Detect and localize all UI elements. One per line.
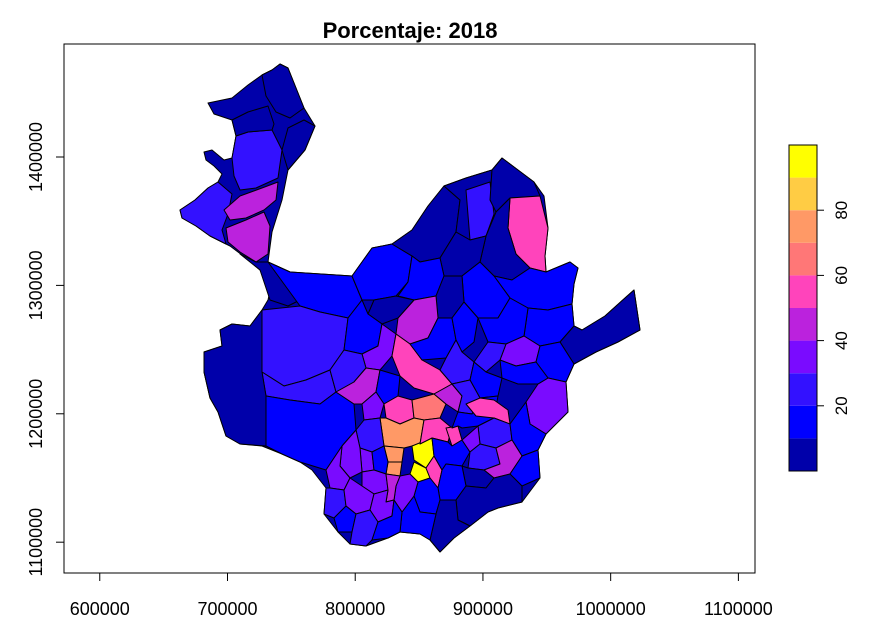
x-axis: 600000 700000 800000 900000 1000000 1100000 — [70, 572, 773, 619]
x-tick-label: 1100000 — [704, 599, 773, 619]
legend-swatch — [789, 145, 817, 178]
municipality-apartado — [223, 181, 279, 221]
y-tick-label: 1400000 — [26, 122, 46, 192]
municipality-carepa — [225, 211, 271, 263]
color-legend: 20 40 60 80 — [788, 144, 851, 472]
legend-tick-label: 80 — [832, 201, 851, 220]
legend-tick-label: 60 — [832, 266, 851, 285]
legend-swatch — [789, 373, 817, 406]
y-tick-label: 1200000 — [26, 379, 46, 449]
municipality-andes — [349, 509, 379, 547]
x-tick-label: 900000 — [453, 599, 513, 619]
y-tick-label: 1300000 — [26, 250, 46, 320]
x-tick-label: 1000000 — [576, 599, 646, 619]
legend-swatch — [789, 177, 817, 211]
municipality-arboletes — [231, 105, 275, 137]
municipality-san-pedro-uraba — [281, 119, 316, 171]
municipality-murindo — [203, 309, 267, 447]
municipality-san-jeronimo — [361, 391, 385, 421]
municipality-yali — [473, 341, 507, 373]
legend-frame — [788, 144, 818, 472]
legend-swatch — [789, 340, 817, 374]
map-title: Porcentaje: 2018 — [323, 18, 498, 43]
antioquia-map — [179, 63, 641, 553]
municipality-caracoli — [499, 359, 549, 385]
legend-tick-label: 20 — [832, 396, 851, 415]
y-tick-label: 1100000 — [26, 508, 46, 577]
y-axis: 1100000 1200000 1300000 1400000 — [26, 122, 65, 577]
legend-swatch — [789, 275, 817, 308]
legend-tick-label: 40 — [832, 331, 851, 350]
municipality-san-roque — [465, 397, 511, 425]
municipality-turbo-north — [261, 63, 305, 119]
municipality-tamesis — [371, 499, 403, 541]
x-tick-label: 800000 — [325, 599, 385, 619]
municipality-caucasia — [465, 181, 495, 241]
x-tick-label: 700000 — [197, 599, 257, 619]
municipality-necocli — [179, 181, 233, 245]
legend-swatch — [789, 405, 817, 439]
legend-swatch — [789, 210, 817, 243]
legend-swatch — [789, 438, 817, 471]
legend-swatch — [789, 308, 817, 341]
legend-swatch — [789, 242, 817, 276]
x-tick-label: 600000 — [70, 599, 130, 619]
